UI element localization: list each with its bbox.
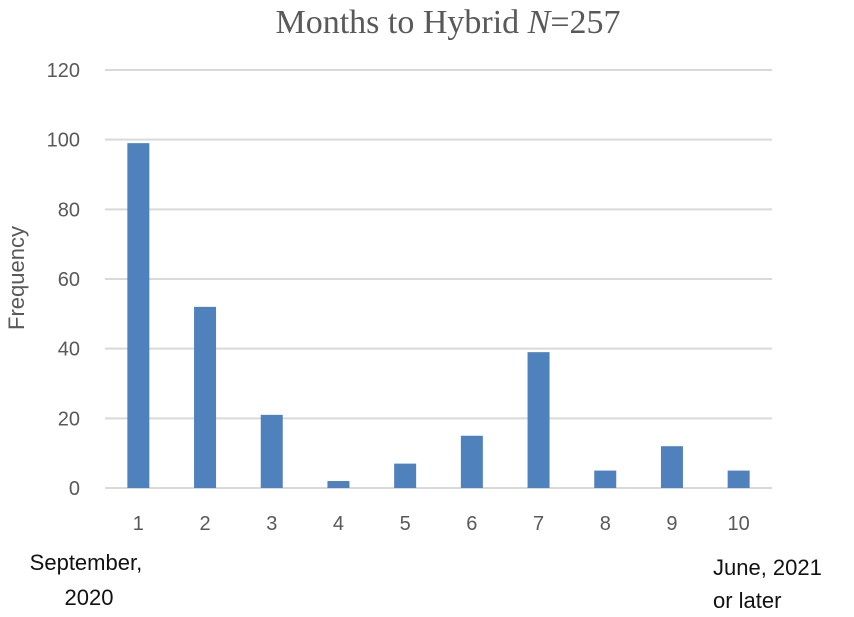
y-tick-label: 20	[58, 408, 80, 430]
bar-1	[127, 143, 150, 488]
y-tick-label: 100	[47, 130, 80, 152]
x-tick-label: 5	[400, 513, 411, 535]
y-tick-label: 0	[69, 478, 80, 500]
y-axis-title: Frequency	[4, 226, 29, 330]
y-axis-ticks: 0 20 40 60 80 100 120	[47, 60, 80, 500]
x-tick-label: 9	[666, 513, 677, 535]
x-tick-label: 8	[600, 513, 611, 535]
y-tick-label: 120	[47, 60, 80, 82]
chart-title: Months to Hybrid N=257	[275, 4, 620, 41]
bar-10	[727, 470, 750, 488]
bars	[127, 143, 750, 488]
x-tick-label: 7	[533, 513, 544, 535]
gridlines	[105, 69, 772, 489]
x-tick-label: 3	[266, 513, 277, 535]
start-annotation: September, 2020	[30, 550, 149, 610]
x-tick-label: 4	[333, 513, 344, 535]
bar-4	[327, 481, 350, 488]
y-tick-label: 80	[58, 199, 80, 221]
end-annotation: June, 2021 or later	[713, 555, 828, 613]
x-tick-label: 10	[728, 513, 750, 535]
bar-6	[460, 435, 483, 488]
bar-7	[527, 352, 550, 488]
x-tick-label: 2	[199, 513, 210, 535]
bar-5	[394, 463, 417, 488]
x-tick-label: 6	[466, 513, 477, 535]
bar-3	[260, 414, 283, 488]
y-tick-label: 60	[58, 269, 80, 291]
bar-9	[660, 446, 683, 488]
bar-8	[594, 470, 617, 488]
x-tick-label: 1	[133, 513, 144, 535]
y-tick-label: 40	[58, 339, 80, 361]
x-axis-ticks: 1 2 3 4 5 6 7 8 9 10	[133, 513, 750, 535]
bar-2	[194, 306, 217, 488]
